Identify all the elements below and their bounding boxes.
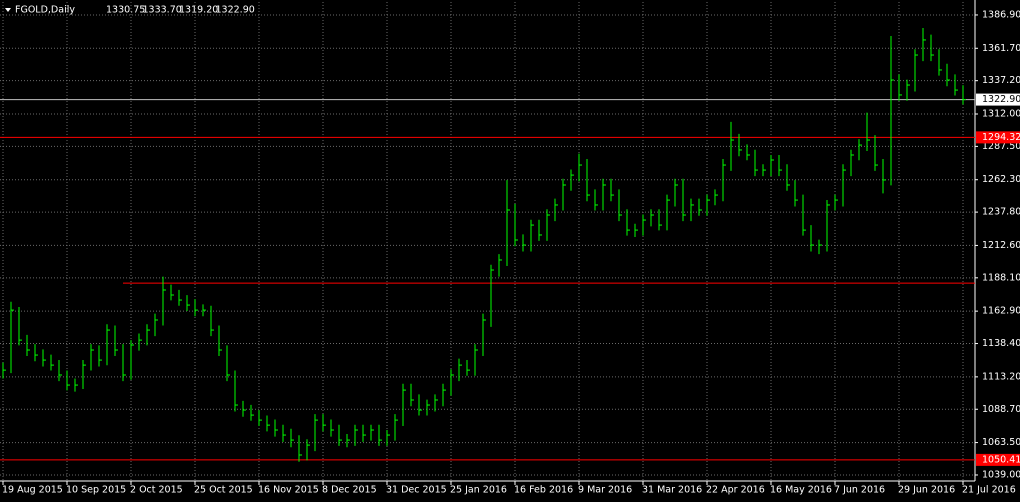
y-tick-label: 1361.70 — [982, 43, 1020, 54]
x-tick-label: 9 Mar 2016 — [578, 485, 632, 496]
x-tick-label: 19 Aug 2015 — [2, 485, 63, 496]
level-label: 1294.32 — [982, 132, 1020, 143]
level-label-box — [976, 453, 1020, 466]
y-tick-label: 1386.90 — [982, 9, 1020, 20]
x-tick-label: 31 Mar 2016 — [642, 485, 702, 496]
y-tick-label: 1312.00 — [982, 108, 1020, 119]
x-tick-label: 10 Sep 2015 — [66, 485, 126, 496]
bid-label: 1322.90 — [982, 94, 1020, 105]
quote-value: 1322.90 — [216, 5, 255, 16]
y-tick-label: 1188.10 — [982, 272, 1020, 283]
x-tick-label: 29 Jun 2016 — [898, 485, 955, 496]
y-tick-label: 1063.50 — [982, 437, 1020, 448]
x-tick-label: 25 Jan 2016 — [450, 485, 507, 496]
quote-value: 1333.70 — [143, 5, 182, 16]
chart-title: FGOLD,Daily — [15, 5, 75, 16]
y-tick-label: 1039.00 — [982, 469, 1020, 480]
x-tick-label: 16 May 2016 — [770, 485, 832, 496]
y-tick-label: 1088.70 — [982, 404, 1020, 415]
x-tick-label: 2 Oct 2015 — [130, 485, 183, 496]
y-tick-label: 1262.30 — [982, 174, 1020, 185]
quote-value: 1330.75 — [106, 5, 145, 16]
menu-triangle[interactable] — [5, 8, 11, 12]
y-tick-label: 1162.90 — [982, 306, 1020, 317]
x-tick-label: 7 Jun 2016 — [834, 485, 885, 496]
x-tick-label: 25 Oct 2015 — [194, 485, 253, 496]
x-tick-label: 22 Apr 2016 — [706, 485, 765, 496]
x-tick-label: 16 Feb 2016 — [514, 485, 573, 496]
level-label-box — [976, 131, 1020, 144]
x-tick-label: 21 Jul 2016 — [962, 485, 1016, 496]
level-label: 1050.41 — [982, 454, 1020, 465]
quote-value: 1319.20 — [179, 5, 218, 16]
y-tick-label: 1237.80 — [982, 207, 1020, 218]
x-tick-label: 16 Nov 2015 — [258, 485, 319, 496]
x-tick-label: 8 Dec 2015 — [322, 485, 377, 496]
y-tick-label: 1138.40 — [982, 338, 1020, 349]
y-tick-label: 1287.50 — [982, 141, 1020, 152]
x-tick-label: 31 Dec 2015 — [386, 485, 447, 496]
bid-label-box — [976, 93, 1020, 106]
y-tick-label: 1337.20 — [982, 75, 1020, 86]
y-tick-label: 1113.20 — [982, 371, 1020, 382]
y-tick-label: 1212.60 — [982, 240, 1020, 251]
